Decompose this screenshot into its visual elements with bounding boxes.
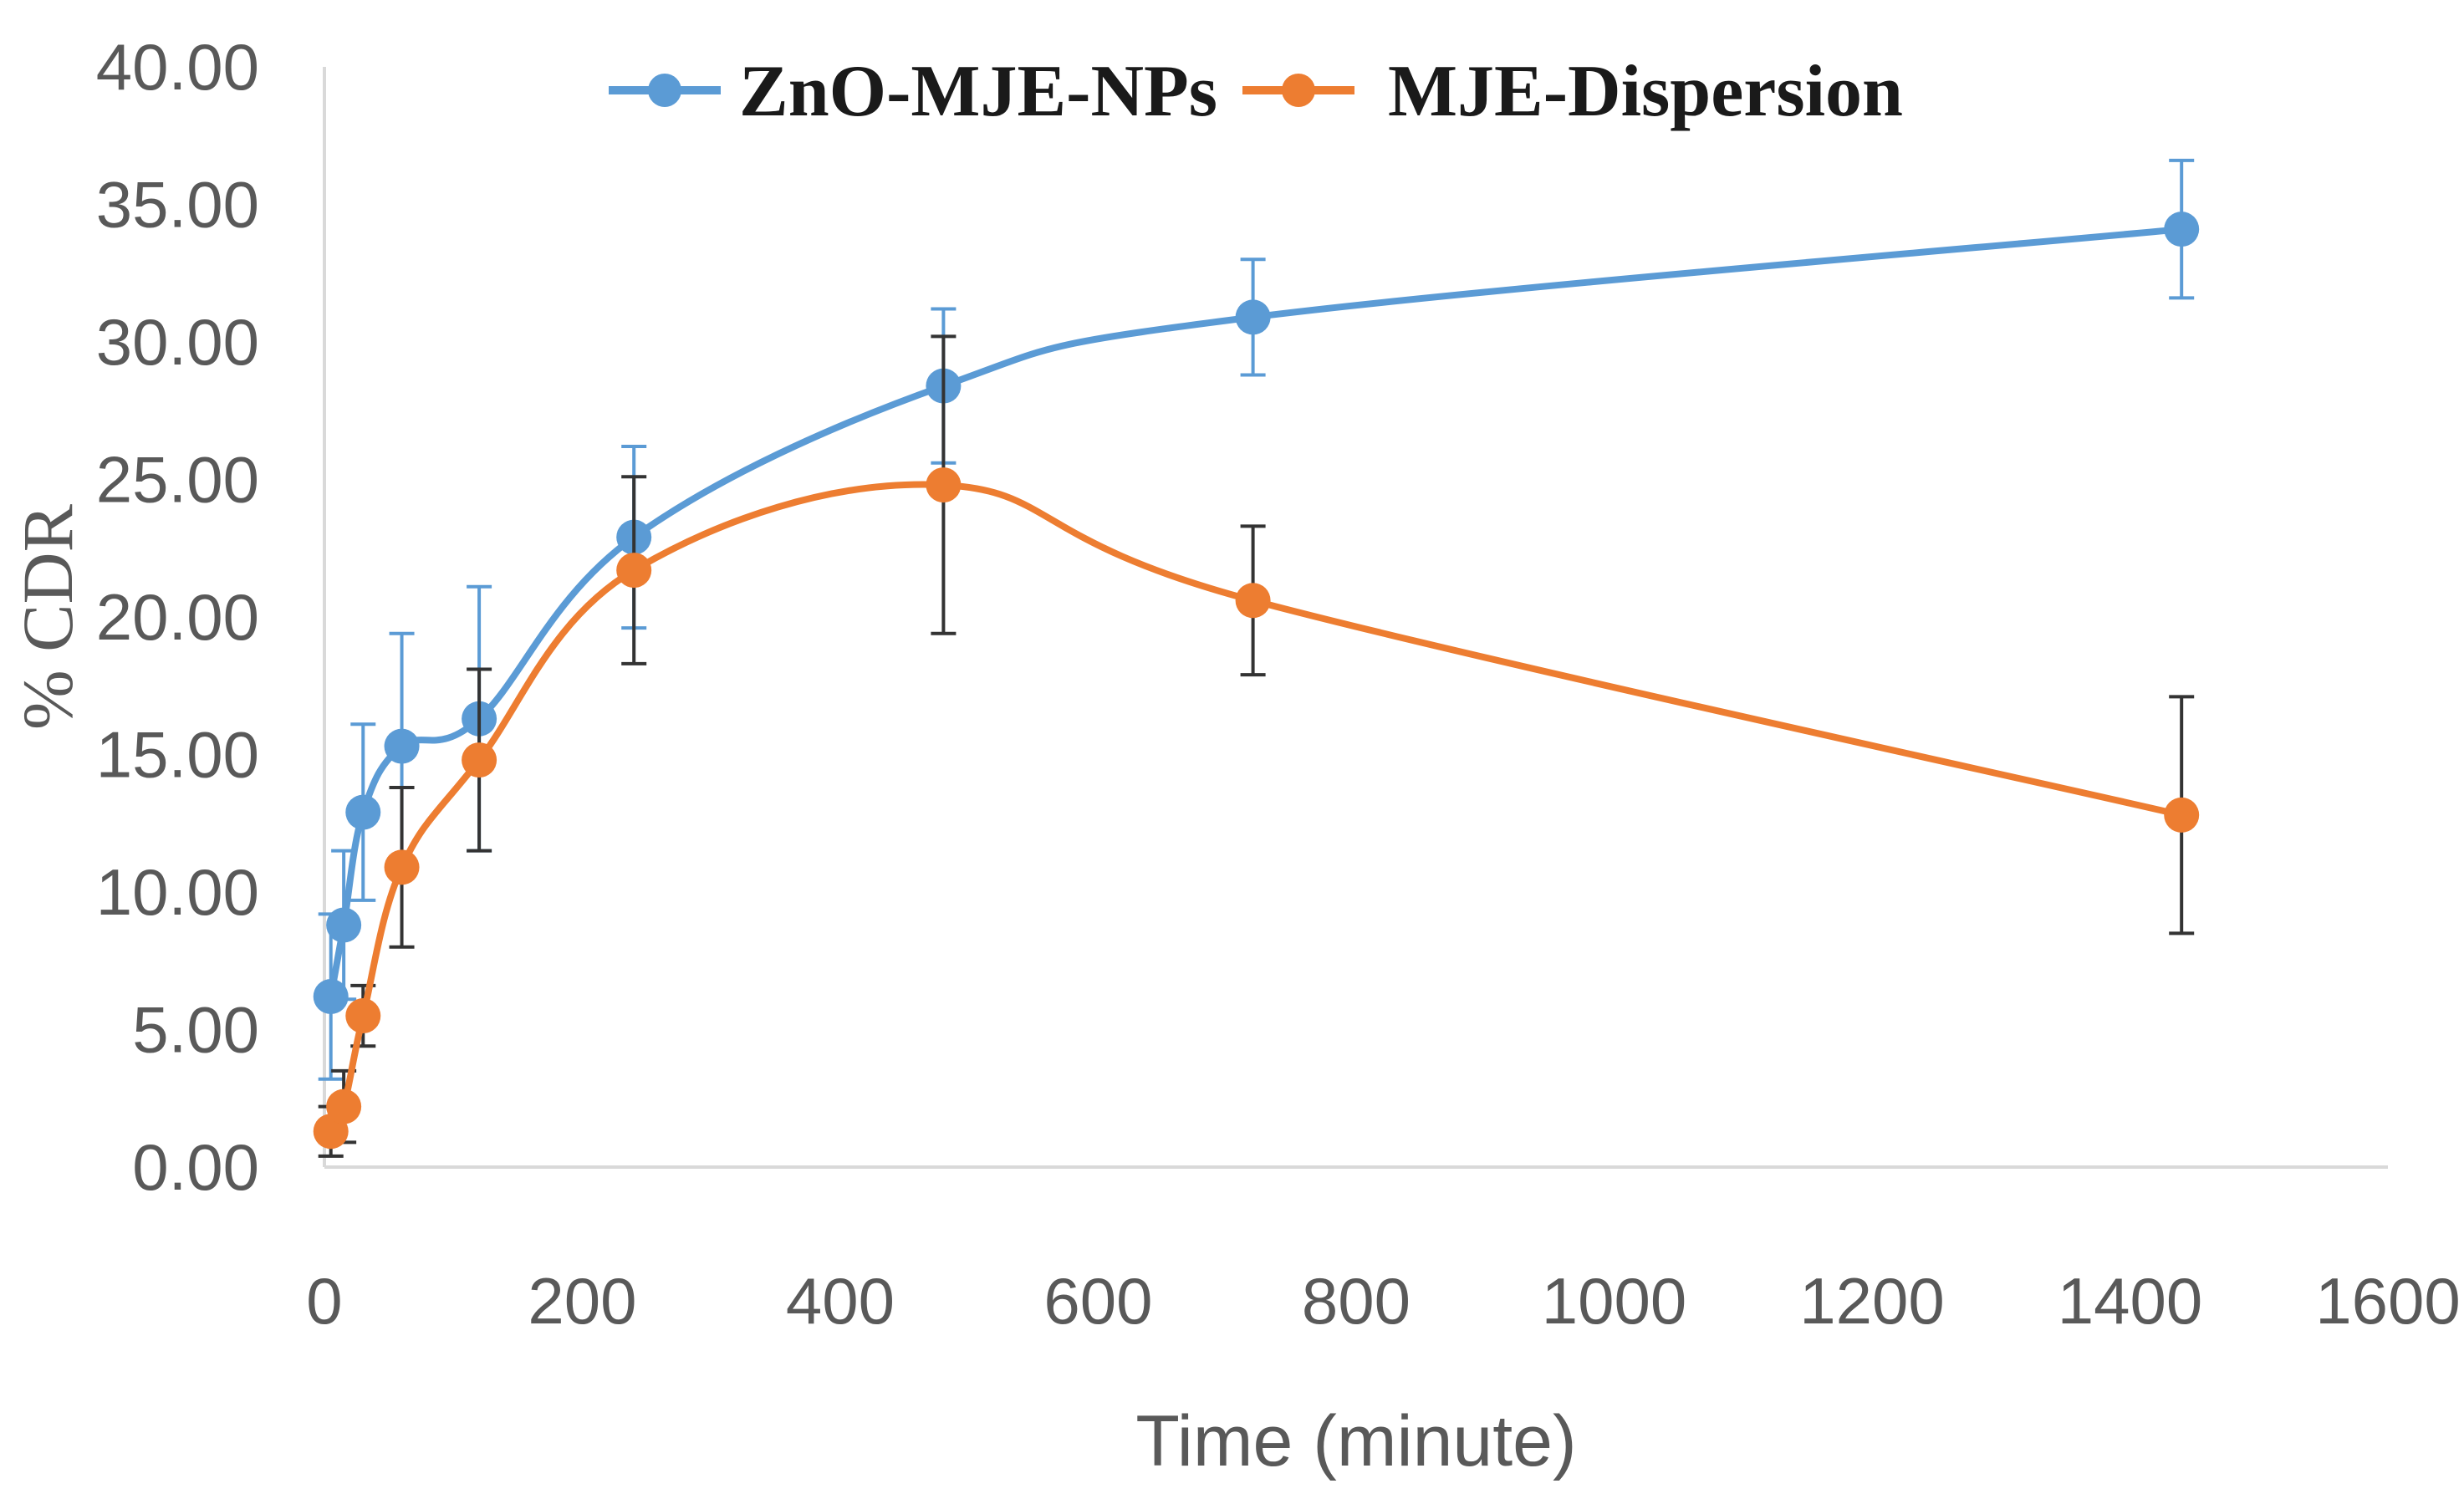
data-point bbox=[345, 998, 381, 1034]
data-point bbox=[313, 979, 349, 1015]
y-tick-label: 25.00 bbox=[96, 443, 259, 517]
legend-label-zno-mje-nps: ZnO-MJE-NPs bbox=[739, 51, 1217, 132]
data-point bbox=[1235, 583, 1271, 619]
y-axis-title: % CDR bbox=[8, 503, 88, 730]
data-point bbox=[384, 728, 420, 764]
x-tick-label: 200 bbox=[528, 1264, 636, 1338]
x-tick-label: 400 bbox=[786, 1264, 895, 1338]
y-tick-label: 35.00 bbox=[96, 168, 259, 242]
series-mje-dispersion bbox=[313, 334, 2200, 1158]
data-point bbox=[462, 742, 497, 778]
y-tick-label: 5.00 bbox=[132, 993, 259, 1067]
x-tick-label: 800 bbox=[1302, 1264, 1411, 1338]
x-tick-label: 1600 bbox=[2315, 1264, 2461, 1338]
error-bars-mje-dispersion bbox=[318, 334, 2195, 1158]
y-tick-labels: 0.00 5.00 10.00 15.00 20.00 25.00 30.00 35.00 40… bbox=[96, 30, 259, 1204]
error-bars-zno-mje-nps bbox=[318, 158, 2195, 1081]
data-point bbox=[384, 849, 420, 885]
x-axis-title: Time (minute) bbox=[1135, 1401, 1576, 1481]
series-layer bbox=[313, 158, 2200, 1158]
x-tick-label: 0 bbox=[306, 1264, 342, 1338]
series-zno-mje-nps bbox=[313, 158, 2200, 1081]
x-tick-labels: 0 200 400 600 800 1000 1200 1400 1600 bbox=[306, 1264, 2460, 1338]
data-point bbox=[326, 1088, 362, 1124]
data-point bbox=[616, 553, 652, 589]
y-tick-label: 20.00 bbox=[96, 580, 259, 654]
x-tick-label: 1200 bbox=[1799, 1264, 1945, 1338]
y-tick-label: 0.00 bbox=[132, 1130, 259, 1204]
x-tick-label: 1000 bbox=[1542, 1264, 1687, 1338]
data-point bbox=[1235, 299, 1271, 335]
legend-marker-zno-mje-nps bbox=[648, 74, 681, 107]
legend-label-mje-dispersion: MJE-Dispersion bbox=[1388, 51, 1903, 132]
data-point bbox=[2164, 212, 2200, 247]
x-tick-label: 600 bbox=[1043, 1264, 1152, 1338]
y-tick-label: 15.00 bbox=[96, 718, 259, 792]
y-tick-label: 10.00 bbox=[96, 855, 259, 929]
series-line-mje-dispersion bbox=[327, 481, 2186, 1135]
y-tick-label: 40.00 bbox=[96, 30, 259, 104]
data-point bbox=[345, 794, 381, 830]
y-tick-label: 30.00 bbox=[96, 305, 259, 379]
data-point bbox=[926, 467, 962, 503]
legend: ZnO-MJE-NPs MJE-Dispersion bbox=[609, 51, 1903, 132]
x-tick-label: 1400 bbox=[2058, 1264, 2203, 1338]
data-point bbox=[326, 907, 362, 943]
data-point bbox=[2164, 797, 2200, 833]
legend-marker-mje-dispersion bbox=[1282, 74, 1315, 107]
